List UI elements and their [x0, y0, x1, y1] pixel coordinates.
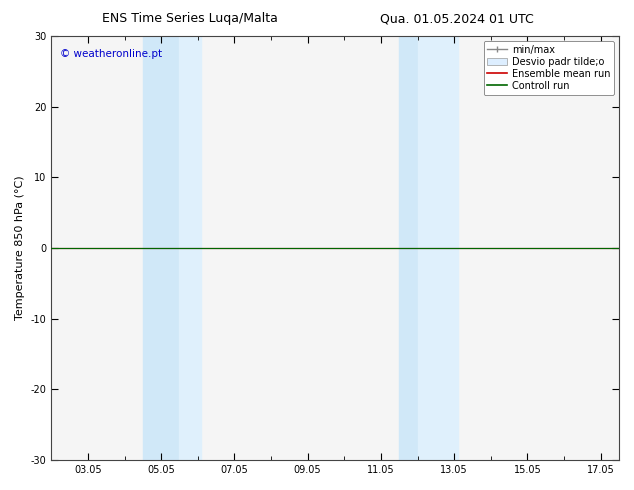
- Bar: [418, 36, 458, 460]
- Text: © weatheronline.pt: © weatheronline.pt: [60, 49, 162, 59]
- Text: Qua. 01.05.2024 01 UTC: Qua. 01.05.2024 01 UTC: [380, 12, 533, 25]
- Bar: [399, 36, 418, 460]
- Legend: min/max, Desvio padr tilde;o, Ensemble mean run, Controll run: min/max, Desvio padr tilde;o, Ensemble m…: [484, 41, 614, 95]
- Bar: [179, 36, 202, 460]
- Y-axis label: Temperature 850 hPa (°C): Temperature 850 hPa (°C): [15, 176, 25, 320]
- Text: ENS Time Series Luqa/Malta: ENS Time Series Luqa/Malta: [102, 12, 278, 25]
- Bar: [143, 36, 179, 460]
